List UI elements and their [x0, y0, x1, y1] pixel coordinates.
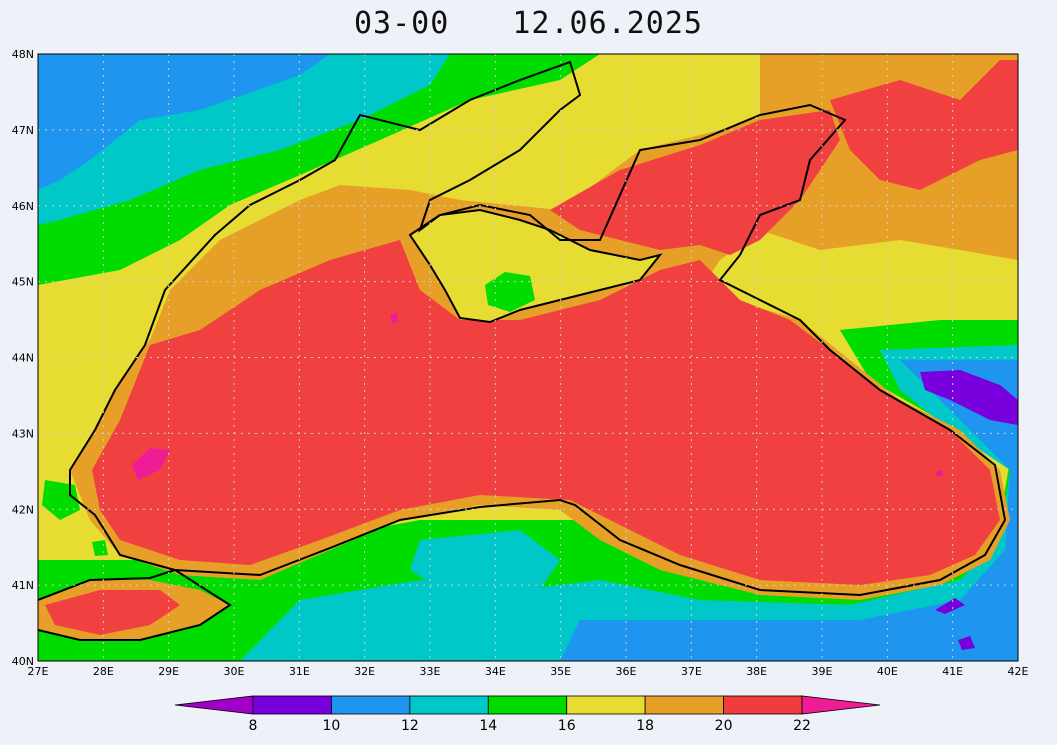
zone-purple-spot2: [958, 636, 975, 650]
colorbar-swatch: [331, 695, 411, 715]
zone-purple-se: [920, 370, 1018, 425]
sea-azov-red: [550, 110, 840, 255]
colorbar-label: 16: [558, 718, 576, 734]
colorbar-label: 8: [249, 718, 258, 734]
colorbar-label: 18: [636, 718, 654, 734]
lon-tick-label: 39E: [812, 665, 833, 678]
zone-cyan-south: [410, 530, 560, 595]
colorbar-arrow-low: [174, 695, 254, 715]
colorbar: 8 10 12 14 16 18 20 22: [174, 695, 881, 734]
chart-title: 03-00 12.06.2025: [0, 6, 1057, 41]
colorbar-swatch: [644, 695, 724, 715]
lon-tick-label: 37E: [681, 665, 702, 678]
colorbar-label: 14: [479, 718, 497, 734]
lat-tick-label: 41N: [12, 579, 34, 592]
zone-purple-spot: [935, 598, 965, 614]
colorbar-swatch: [566, 695, 646, 715]
colorbar-arrow-high: [801, 695, 881, 715]
map-frame: [37, 53, 1019, 662]
zone-red-ne: [830, 60, 1018, 190]
lat-tick-label: 43N: [12, 427, 34, 440]
lon-tick-label: 41E: [942, 665, 963, 678]
lon-tick-label: 40E: [877, 665, 898, 678]
lon-tick-label: 35E: [550, 665, 571, 678]
map-field: [38, 54, 1018, 661]
longitude-ticks: 27E 28E 29E 30E 31E 32E 33E 34E 35E 36E 37E 38E 39E 4…: [28, 665, 1029, 678]
lon-tick-label: 29E: [158, 665, 179, 678]
colorbar-label: 12: [401, 718, 419, 734]
lon-tick-label: 31E: [289, 665, 310, 678]
colorbar-swatch: [723, 695, 803, 715]
graticule: [38, 54, 1018, 661]
hot-spot-east: [936, 470, 943, 477]
lat-tick-label: 47N: [12, 124, 34, 137]
sea-warm-body: [92, 240, 1000, 585]
colorbar-label: 10: [323, 718, 341, 734]
lat-tick-label: 40N: [12, 655, 34, 668]
marmara-coastline: [38, 568, 232, 641]
lon-tick-label: 34E: [485, 665, 506, 678]
lon-tick-label: 28E: [93, 665, 114, 678]
hot-spot-west: [132, 448, 170, 480]
lat-tick-label: 45N: [12, 276, 34, 289]
hot-spot-small: [390, 313, 398, 324]
marmara-red: [45, 590, 180, 635]
lon-tick-label: 27E: [28, 665, 49, 678]
title-date: 12.06.2025: [512, 6, 703, 41]
lon-tick-label: 42E: [1008, 665, 1029, 678]
lon-tick-label: 30E: [224, 665, 245, 678]
lat-tick-label: 46N: [12, 200, 34, 213]
colorbar-swatch: [252, 695, 332, 715]
colorbar-swatch: [487, 695, 568, 715]
coastline: [69, 60, 1007, 597]
crimea-coastline: [408, 208, 663, 324]
lon-tick-label: 32E: [354, 665, 375, 678]
zone-blue-nw: [38, 54, 330, 190]
colorbar-label: 22: [793, 718, 811, 734]
lat-tick-label: 48N: [12, 48, 34, 61]
colorbar-swatch: [409, 695, 489, 715]
lon-tick-label: 38E: [746, 665, 767, 678]
latitude-ticks: 48N 47N 46N 45N 44N 43N 42N 41N 40N: [12, 48, 34, 668]
lat-tick-label: 42N: [12, 503, 34, 516]
crimea-land: [410, 210, 660, 322]
lat-tick-label: 44N: [12, 352, 34, 365]
cold-blob-w2: [92, 540, 108, 556]
lon-tick-label: 36E: [616, 665, 637, 678]
colorbar-label: 20: [715, 718, 733, 734]
lon-tick-label: 33E: [420, 665, 441, 678]
title-time: 03-00: [354, 6, 450, 41]
